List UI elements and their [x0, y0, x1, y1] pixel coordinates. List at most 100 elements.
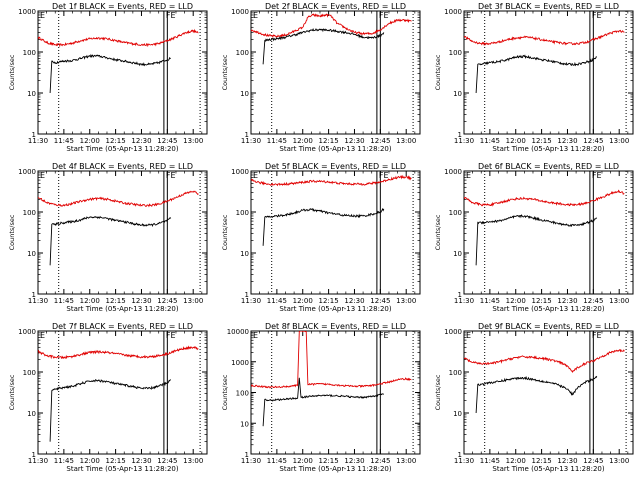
x-tick-label: 12:45 [583, 297, 603, 305]
x-tick-label: 12:45 [370, 297, 390, 305]
x-tick-label: 13:00 [396, 457, 416, 465]
plot-frame [250, 170, 421, 295]
panel-title: Det 8f BLACK = Events, RED = LLD [265, 322, 406, 331]
x-tick-label: 12:15 [319, 137, 339, 145]
detector-panel-3: Det 3f BLACK = Events, RED = LLD 1 10 100 10… [434, 2, 634, 153]
detector-panel-6: Det 6f BLACK = Events, RED = LLD 1 10 100 10… [434, 162, 634, 313]
y-tick-label: 10000 [227, 328, 249, 336]
x-tick-label: 12:00 [293, 457, 313, 465]
y-axis-label: Counts/sec [8, 374, 16, 410]
x-tick-label: 11:45 [267, 137, 287, 145]
events-series-line [262, 207, 385, 246]
x-axis-label: Start Time (05-Apr-13 11:28:20) [66, 145, 178, 153]
x-tick-label: 11:45 [267, 297, 287, 305]
y-tick-label: 1 [458, 451, 462, 459]
y-tick-label: 1 [458, 131, 462, 139]
y-tick-label: 1000 [444, 8, 462, 16]
corner-label-left: E [253, 171, 258, 180]
x-tick-label: 11:45 [54, 297, 74, 305]
x-tick-label: 13:00 [396, 137, 416, 145]
y-axis-label: Counts/sec [221, 54, 229, 90]
x-tick-label: 12:00 [293, 297, 313, 305]
corner-label-right: FE [166, 11, 176, 20]
corner-label-right: FE [379, 171, 389, 180]
x-tick-label: 12:45 [157, 137, 177, 145]
x-axis-label: Start Time (05-Apr-13 11:28:20) [279, 145, 391, 153]
y-tick-label: 10 [240, 420, 249, 428]
x-tick-label: 13:00 [609, 137, 629, 145]
y-tick-label: 10 [27, 90, 36, 98]
lld-series-line [38, 345, 199, 360]
corner-label-left: E [40, 331, 45, 340]
y-tick-label: 1000 [18, 328, 36, 336]
panel-title: Det 2f BLACK = Events, RED = LLD [265, 2, 406, 11]
x-tick-label: 11:30 [241, 297, 261, 305]
detector-panel-4: Det 4f BLACK = Events, RED = LLD 1 10 100 10… [8, 162, 208, 313]
plot-frame [463, 330, 634, 455]
x-tick-label: 13:00 [183, 297, 203, 305]
panel-title: Det 5f BLACK = Events, RED = LLD [265, 162, 406, 171]
y-axis-label: Counts/sec [434, 214, 442, 250]
detector-panel-8: Det 8f BLACK = Events, RED = LLD 1 10 100 10… [221, 322, 421, 473]
y-tick-label: 10 [453, 250, 462, 258]
events-series-line [49, 379, 171, 442]
x-tick-label: 11:30 [28, 457, 48, 465]
detector-panel-2: Det 2f BLACK = Events, RED = LLD 1 10 100 10… [221, 2, 421, 153]
y-axis-label: Counts/sec [8, 214, 16, 250]
corner-label-left: E [40, 11, 45, 20]
x-tick-label: 12:30 [344, 457, 364, 465]
corner-label-left: E [253, 331, 258, 340]
panel-title: Det 6f BLACK = Events, RED = LLD [478, 162, 619, 171]
x-tick-label: 12:30 [131, 457, 151, 465]
panel-title: Det 3f BLACK = Events, RED = LLD [478, 2, 619, 11]
panel-title: Det 9f BLACK = Events, RED = LLD [478, 322, 619, 331]
y-tick-label: 1 [32, 291, 36, 299]
x-tick-label: 12:00 [506, 457, 526, 465]
plot-frame [37, 330, 208, 455]
x-tick-label: 11:45 [480, 297, 500, 305]
x-tick-label: 13:00 [396, 297, 416, 305]
y-tick-label: 100 [449, 49, 462, 57]
x-axis-label: Start Time (05-Apr-13 11:28:20) [492, 145, 604, 153]
x-tick-label: 12:15 [532, 137, 552, 145]
y-tick-label: 10 [453, 410, 462, 418]
x-tick-label: 13:00 [609, 457, 629, 465]
events-series-line [49, 215, 172, 266]
lld-series-line [251, 174, 412, 187]
y-tick-label: 100 [449, 209, 462, 217]
corner-label-right: FE [592, 11, 602, 20]
y-tick-label: 100 [236, 390, 249, 398]
x-axis-label: Start Time (05-Apr-13 11:28:20) [66, 305, 178, 313]
y-tick-label: 1 [245, 131, 249, 139]
x-tick-label: 11:45 [54, 137, 74, 145]
x-tick-label: 12:15 [106, 457, 126, 465]
x-tick-label: 12:30 [344, 297, 364, 305]
y-tick-label: 1000 [444, 328, 462, 336]
y-tick-label: 100 [236, 49, 249, 57]
y-tick-label: 100 [23, 49, 36, 57]
panel-title: Det 4f BLACK = Events, RED = LLD [52, 162, 193, 171]
y-axis-label: Counts/sec [8, 54, 16, 90]
lld-series-line [251, 13, 412, 38]
x-tick-label: 12:15 [106, 297, 126, 305]
y-tick-label: 1000 [444, 168, 462, 176]
y-tick-label: 100 [23, 209, 36, 217]
x-tick-label: 11:45 [480, 137, 500, 145]
x-tick-label: 11:30 [454, 457, 474, 465]
plot-frame [250, 10, 421, 135]
x-tick-label: 12:45 [370, 137, 390, 145]
x-tick-label: 12:15 [319, 457, 339, 465]
x-tick-label: 11:30 [241, 137, 261, 145]
events-series-line [475, 375, 598, 414]
x-tick-label: 11:45 [267, 457, 287, 465]
x-tick-label: 12:00 [80, 457, 100, 465]
y-tick-label: 1 [32, 451, 36, 459]
x-axis-label: Start Time (05-Apr-13 11:28:20) [279, 465, 391, 473]
x-tick-label: 12:00 [506, 137, 526, 145]
x-tick-label: 13:00 [609, 297, 629, 305]
x-tick-label: 12:00 [293, 137, 313, 145]
y-tick-label: 10 [27, 250, 36, 258]
x-tick-label: 12:30 [557, 457, 577, 465]
x-tick-label: 11:30 [454, 297, 474, 305]
